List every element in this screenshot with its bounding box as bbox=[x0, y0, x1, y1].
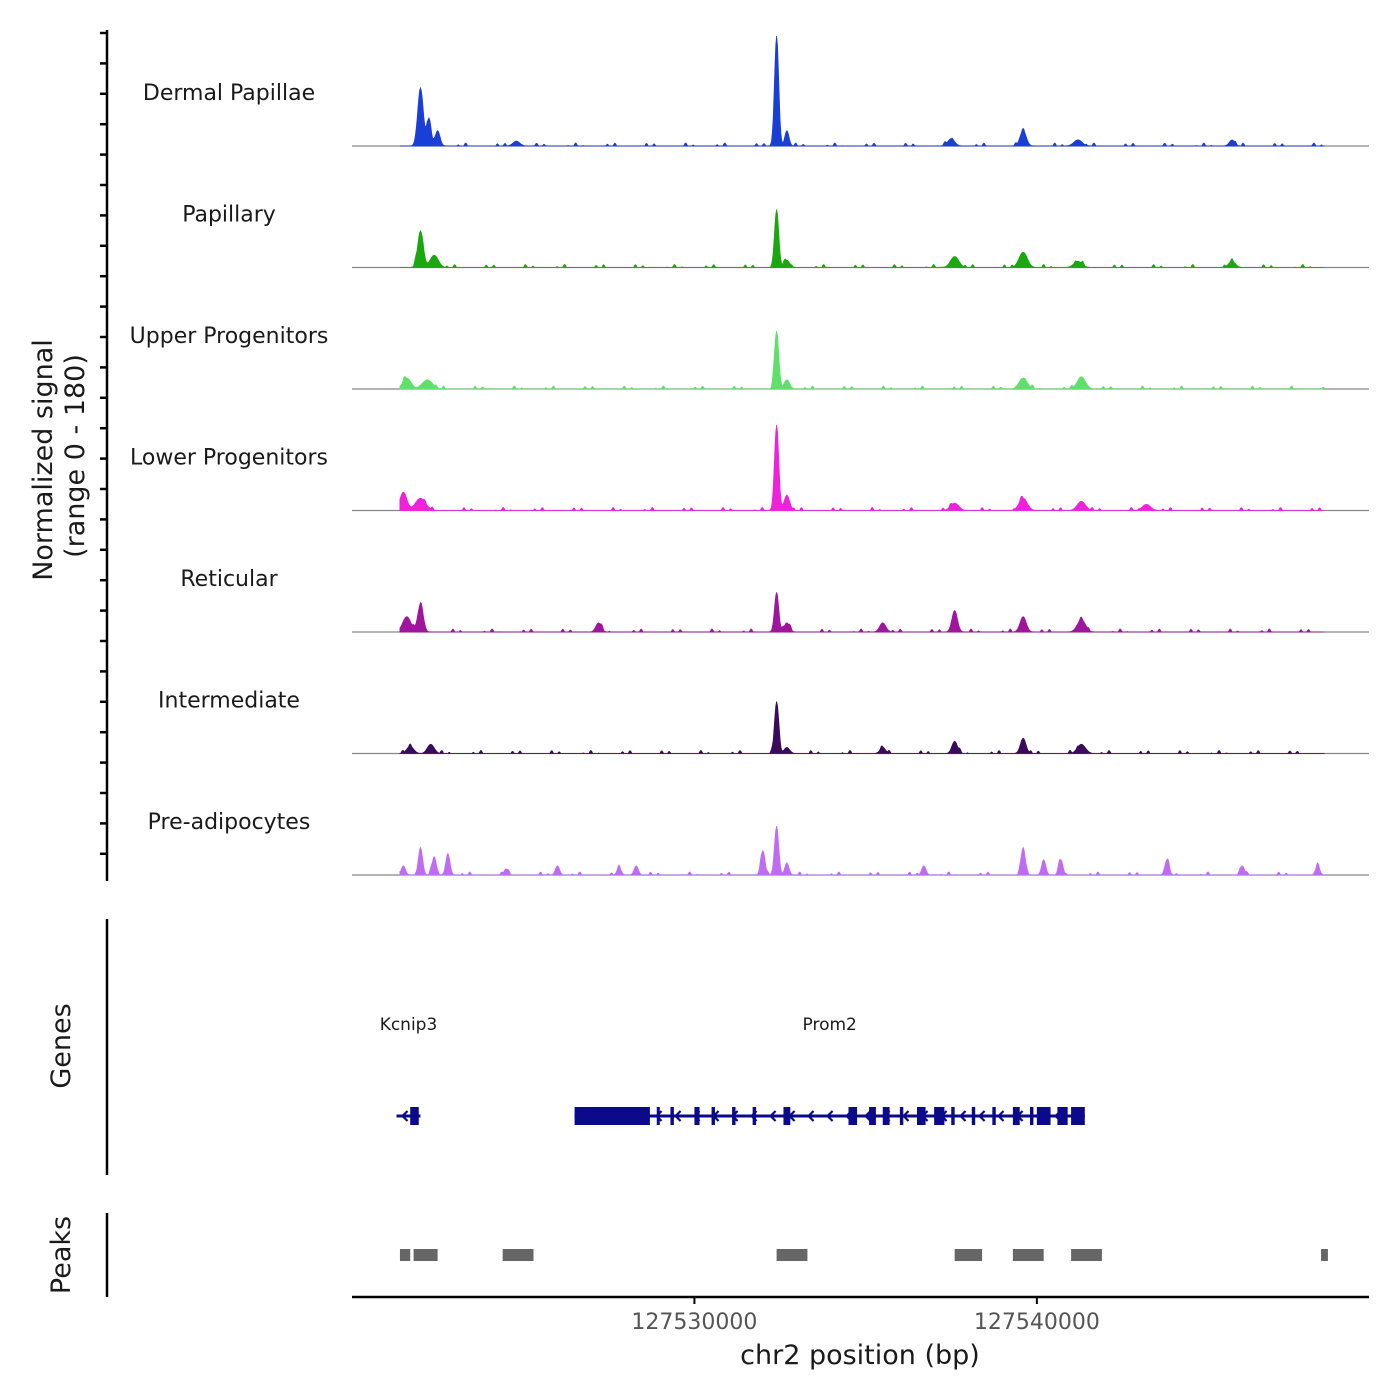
gene-exon bbox=[869, 1107, 876, 1125]
track-dermal-papillae: Dermal Papillae bbox=[143, 35, 1369, 147]
gene-exon bbox=[971, 1107, 976, 1125]
gene-exon bbox=[711, 1107, 715, 1125]
gene-exon bbox=[1057, 1107, 1068, 1125]
gene-exon bbox=[917, 1107, 926, 1125]
gene-exon bbox=[934, 1107, 945, 1125]
strand-arrow bbox=[902, 1110, 910, 1122]
peak-region bbox=[776, 1249, 808, 1261]
gene-kcnip3: Kcnip3 bbox=[380, 1015, 438, 1125]
gene-exon bbox=[732, 1107, 736, 1125]
track-label: Pre-adipocytes bbox=[148, 810, 311, 835]
coverage-area-papillary bbox=[399, 209, 1325, 268]
gene-exon bbox=[1071, 1107, 1085, 1125]
x-tick-label: 127530000 bbox=[631, 1310, 757, 1335]
track-label: Upper Progenitors bbox=[130, 324, 329, 349]
coverage-tracks: Dermal Papillae Papillary Upper Progenitor… bbox=[130, 35, 1369, 876]
coverage-area-lower-progenitors bbox=[399, 424, 1325, 511]
track-upper-progenitors: Upper Progenitors bbox=[130, 324, 1369, 390]
coverage-area-reticular bbox=[399, 592, 1325, 633]
track-papillary: Papillary bbox=[182, 203, 1369, 269]
track-label: Reticular bbox=[180, 567, 278, 592]
track-label: Lower Progenitors bbox=[130, 446, 328, 471]
genes-track-label: Genes bbox=[46, 1003, 77, 1088]
gene-exon bbox=[656, 1107, 660, 1125]
gene-exon bbox=[1036, 1107, 1051, 1125]
gene-exon bbox=[951, 1107, 955, 1125]
track-intermediate: Intermediate bbox=[158, 689, 1369, 755]
gene-exon bbox=[410, 1107, 419, 1125]
x-tick-label: 127540000 bbox=[974, 1310, 1100, 1335]
gene-track: Kcnip3 Prom2 bbox=[380, 1015, 1085, 1125]
gene-exon bbox=[899, 1107, 904, 1125]
coverage-area-dermal-papillae bbox=[399, 35, 1325, 147]
track-label: Papillary bbox=[182, 203, 276, 228]
gene-exon bbox=[783, 1107, 791, 1125]
peak-region bbox=[1071, 1249, 1102, 1261]
gene-exon bbox=[848, 1107, 858, 1125]
peak-region bbox=[1012, 1249, 1044, 1261]
gene-exon bbox=[574, 1107, 650, 1125]
gene-exon bbox=[752, 1107, 757, 1125]
y-axis-label-line1: Normalized signal bbox=[28, 339, 59, 581]
peak-region bbox=[502, 1249, 534, 1261]
gene-label: Prom2 bbox=[803, 1015, 857, 1035]
x-axis-label: chr2 position (bp) bbox=[740, 1340, 980, 1371]
track-reticular: Reticular bbox=[180, 567, 1369, 633]
x-axis-ticks: 127530000 127540000 bbox=[631, 1297, 1100, 1335]
strand-arrow bbox=[769, 1110, 777, 1122]
peaks-track bbox=[399, 1249, 1328, 1261]
track-lower-progenitors: Lower Progenitors bbox=[130, 424, 1369, 512]
coverage-area-pre-adipocytes bbox=[399, 826, 1325, 876]
track-label: Dermal Papillae bbox=[143, 81, 315, 106]
gene-exon bbox=[694, 1107, 700, 1125]
gene-exon bbox=[992, 1107, 996, 1125]
coverage-area-upper-progenitors bbox=[399, 330, 1325, 390]
gene-exon bbox=[670, 1107, 674, 1125]
gene-exon bbox=[1030, 1107, 1034, 1125]
track-label: Intermediate bbox=[158, 689, 300, 714]
strand-arrow bbox=[826, 1110, 834, 1122]
coverage-area-intermediate bbox=[399, 701, 1325, 754]
y-axis-label-line2: (range 0 - 180) bbox=[60, 354, 91, 558]
strand-arrow bbox=[807, 1110, 815, 1122]
gene-exon bbox=[1012, 1107, 1020, 1125]
strand-arrow bbox=[978, 1110, 986, 1122]
coverage-y-axis-ticks bbox=[100, 31, 107, 856]
gene-prom2: Prom2 bbox=[574, 1015, 1085, 1125]
strand-arrow bbox=[959, 1110, 967, 1122]
peak-region bbox=[954, 1249, 983, 1261]
peak-region bbox=[1321, 1249, 1328, 1261]
strand-arrow bbox=[400, 1110, 409, 1122]
track-pre-adipocytes: Pre-adipocytes bbox=[148, 810, 1369, 876]
peaks-track-label: Peaks bbox=[46, 1216, 77, 1294]
strand-arrow bbox=[674, 1110, 682, 1122]
strand-arrow bbox=[864, 1110, 872, 1122]
strand-arrow bbox=[655, 1110, 663, 1122]
gene-label: Kcnip3 bbox=[380, 1015, 438, 1035]
strand-arrow bbox=[997, 1110, 1005, 1122]
gene-exon bbox=[882, 1107, 890, 1125]
peak-region bbox=[413, 1249, 438, 1261]
peak-region bbox=[399, 1249, 411, 1261]
